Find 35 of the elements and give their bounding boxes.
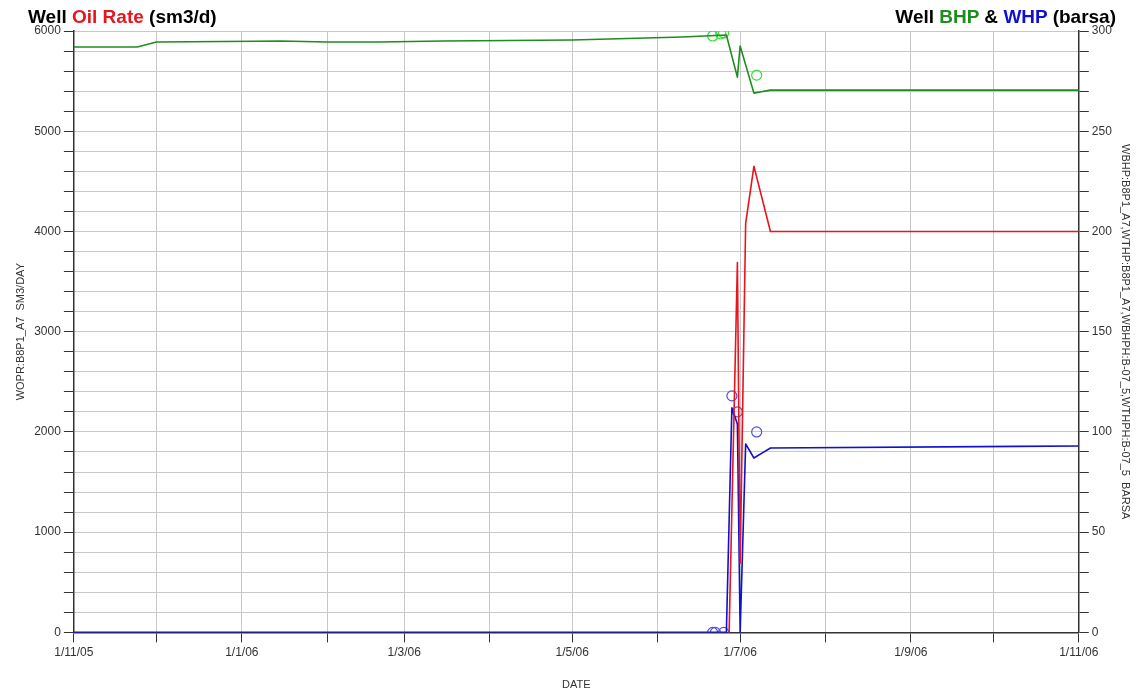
y-tick-label: 2000: [34, 424, 62, 439]
y2-tick-label: 0: [1091, 624, 1099, 639]
y2-tick-label: 50: [1091, 524, 1106, 539]
y2-tick-label: 100: [1091, 424, 1113, 439]
y-axis-title: WOPR:B8P1_A7 SM3/DAY: [13, 262, 26, 401]
y2-tick-label: 200: [1091, 223, 1113, 238]
x-tick-label: 1/9/06: [894, 644, 928, 659]
y-tick-label: 0: [54, 624, 62, 639]
x-tick-label: 1/3/06: [387, 644, 422, 659]
text: Oil Rate: [72, 6, 144, 27]
y2-tick-label: 250: [1091, 123, 1113, 138]
text: (sm3/d): [149, 6, 217, 27]
x-tick-label: 1/1/06: [225, 644, 259, 659]
x-tick-label: 1/11/05: [54, 644, 94, 659]
text: Well: [895, 6, 935, 27]
text: BHP: [939, 6, 980, 27]
x-axis-title: DATE: [562, 678, 591, 691]
x-tick-label: 1/5/06: [555, 644, 590, 659]
text: (barsa): [1052, 6, 1116, 27]
y2-tick-label: 150: [1091, 324, 1113, 339]
x-tick-label: 1/7/06: [723, 644, 758, 659]
text: &: [984, 6, 999, 27]
point: [751, 426, 763, 438]
y-tick-label: 5000: [34, 123, 62, 138]
x-tick-label: 1/11/06: [1059, 644, 1099, 659]
point: [726, 390, 738, 402]
y-tick-label: 1000: [34, 524, 62, 539]
y-tick-label: 3000: [34, 324, 62, 339]
y-tick-label: 4000: [34, 223, 62, 238]
point: [751, 69, 763, 81]
text: WHP: [1003, 6, 1048, 27]
y2-axis-title: WBHP:B8P1_A7,WTHP:B8P1_A7,WBHPH:B-07_5,WTHPH:B-07_5 BARSA: [1120, 144, 1133, 521]
point: [707, 31, 719, 42]
point: [715, 31, 727, 40]
y-tick-label: 6000: [34, 23, 62, 38]
